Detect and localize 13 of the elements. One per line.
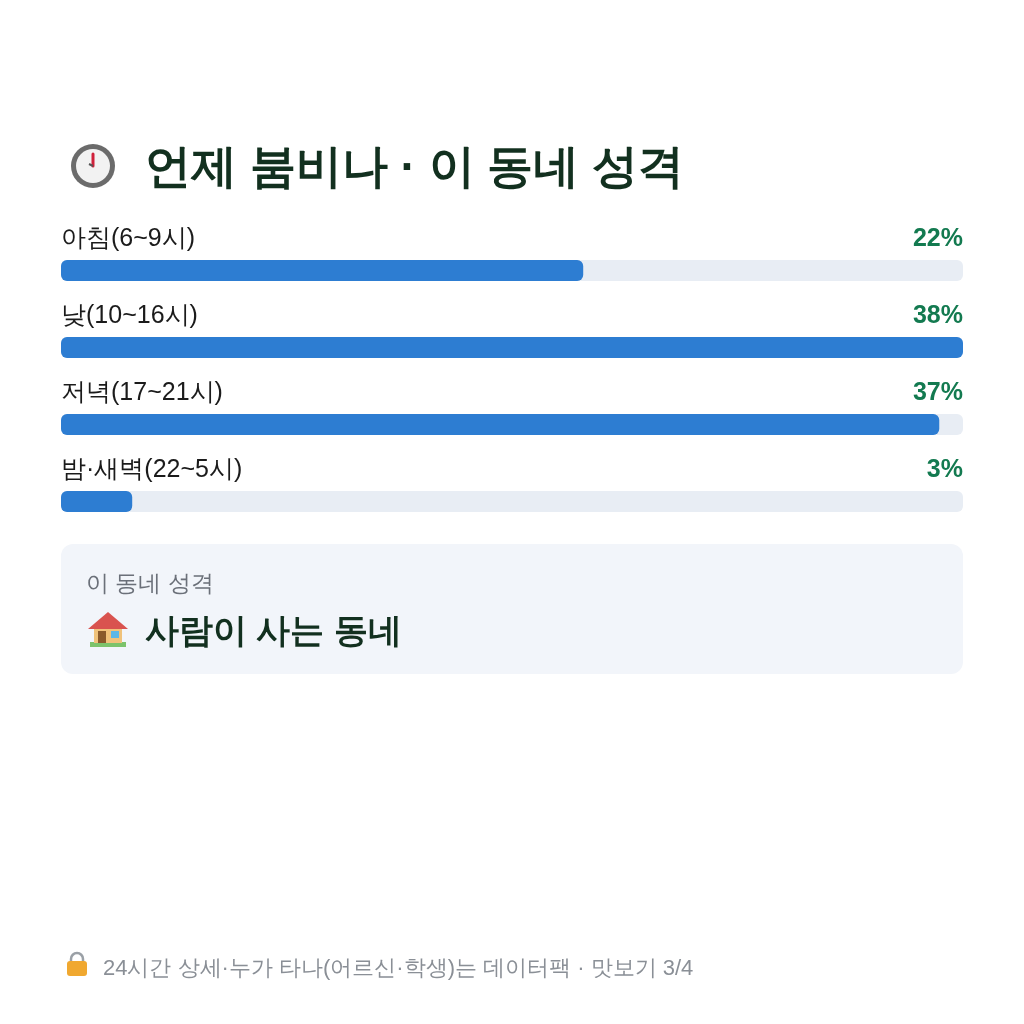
data-label: 22% [912,223,963,251]
text: 사람이 사는 동네 [145,611,402,649]
text: 24시간 상세·누가 타나(어르신·학생)는 데이터팩 · 맛보기 3/4 [103,955,694,980]
y-tick-label: 밤·새벽(22~5시) [61,454,243,482]
y-tick-label: 저녁(17~21시) [61,377,223,405]
data-label: 38% [912,300,963,328]
y-tick-label: 아침(6~9시) [61,223,196,251]
data-label: 3% [926,454,963,482]
data-label: 37% [912,377,963,405]
text: 이 동네 성격 [86,570,214,596]
chart-title: 언제 붐비나 · 이 동네 성격 [145,140,685,192]
bar [61,491,133,512]
y-tick-label: 낮(10~16시) [61,300,198,328]
